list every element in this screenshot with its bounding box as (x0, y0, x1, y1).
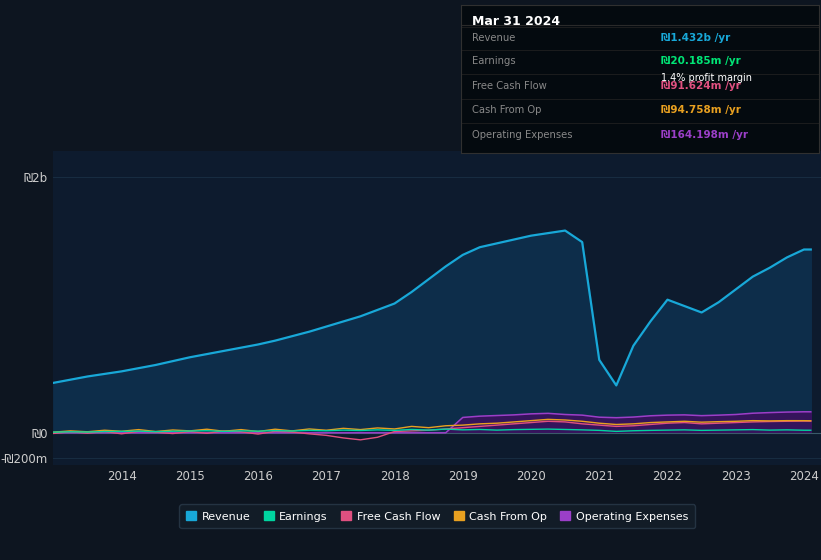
Text: ₪164.198m /yr: ₪164.198m /yr (662, 130, 749, 140)
Text: Earnings: Earnings (472, 55, 516, 66)
Text: ₪94.758m /yr: ₪94.758m /yr (662, 105, 741, 115)
Text: Revenue: Revenue (472, 32, 516, 43)
Text: Cash From Op: Cash From Op (472, 105, 542, 115)
Text: Operating Expenses: Operating Expenses (472, 130, 572, 140)
Text: ₪91.624m /yr: ₪91.624m /yr (662, 81, 741, 91)
Text: Free Cash Flow: Free Cash Flow (472, 81, 547, 91)
Legend: Revenue, Earnings, Free Cash Flow, Cash From Op, Operating Expenses: Revenue, Earnings, Free Cash Flow, Cash … (180, 505, 695, 528)
Text: ₪1.432b /yr: ₪1.432b /yr (662, 32, 731, 43)
Text: 1.4% profit margin: 1.4% profit margin (662, 73, 752, 83)
Text: Mar 31 2024: Mar 31 2024 (472, 16, 560, 29)
Text: ₪20.185m /yr: ₪20.185m /yr (662, 55, 741, 66)
